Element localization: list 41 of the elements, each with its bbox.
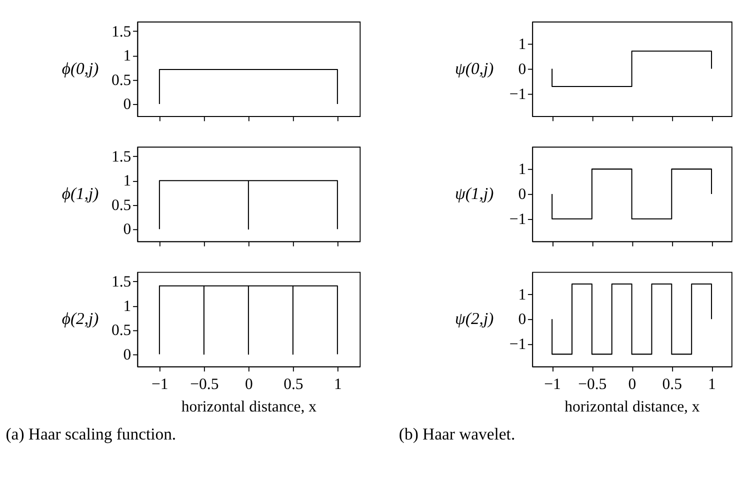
y-tick-label: 1 [518, 286, 526, 304]
y-axis-title: ϕ(0,j) [62, 58, 100, 78]
y-tick-label: 1.5 [111, 148, 132, 166]
x-tick-label: 0 [244, 376, 253, 394]
x-tick-label: −0.5 [190, 376, 219, 394]
x-axis-title: horizontal distance, x [564, 398, 700, 416]
y-tick-label: 1.5 [111, 274, 132, 291]
y-tick-label: 0 [123, 346, 132, 364]
y-tick-label: 0.5 [111, 196, 132, 214]
y-axis-title: ϕ(1,j) [62, 184, 100, 204]
x-tick-label: 0.5 [284, 376, 304, 394]
y-axis-title: ψ(2,j) [455, 309, 494, 328]
y-tick-label: 0 [518, 311, 526, 328]
y-tick-label: −1 [509, 336, 526, 354]
x-tick-label: −1 [152, 376, 168, 394]
y-tick-label: 1 [518, 36, 526, 54]
y-axis-title: ψ(0,j) [455, 58, 494, 78]
y-tick-label: 1 [123, 298, 132, 315]
text: (b) Haar wavelet. [398, 424, 516, 444]
y-tick-label: −1 [509, 86, 526, 103]
y-axis-title: ψ(1,j) [455, 184, 494, 204]
y-axis-title: ϕ(2,j) [62, 309, 100, 328]
y-tick-label: 0 [518, 186, 526, 204]
y-tick-label: 1.5 [111, 23, 132, 40]
x-axis-title: horizontal distance, x [181, 398, 317, 416]
x-tick-label: 0 [628, 376, 636, 394]
y-tick-label: 0 [518, 60, 526, 78]
text: (a) Haar scaling function. [6, 424, 176, 444]
x-tick-label: 0.5 [662, 376, 682, 394]
x-tick-label: −1 [544, 376, 561, 394]
y-tick-label: 0 [123, 221, 132, 238]
y-tick-label: 0.5 [111, 72, 132, 89]
y-tick-label: 1 [518, 161, 526, 178]
y-tick-label: 1 [123, 172, 132, 190]
x-tick-label: 1 [708, 376, 716, 394]
x-tick-label: 1 [334, 376, 342, 394]
y-tick-label: −1 [509, 210, 526, 228]
y-tick-label: 0.5 [111, 322, 132, 340]
y-tick-label: 1 [123, 48, 132, 65]
x-tick-label: −0.5 [578, 376, 607, 394]
y-tick-label: 0 [123, 96, 132, 114]
